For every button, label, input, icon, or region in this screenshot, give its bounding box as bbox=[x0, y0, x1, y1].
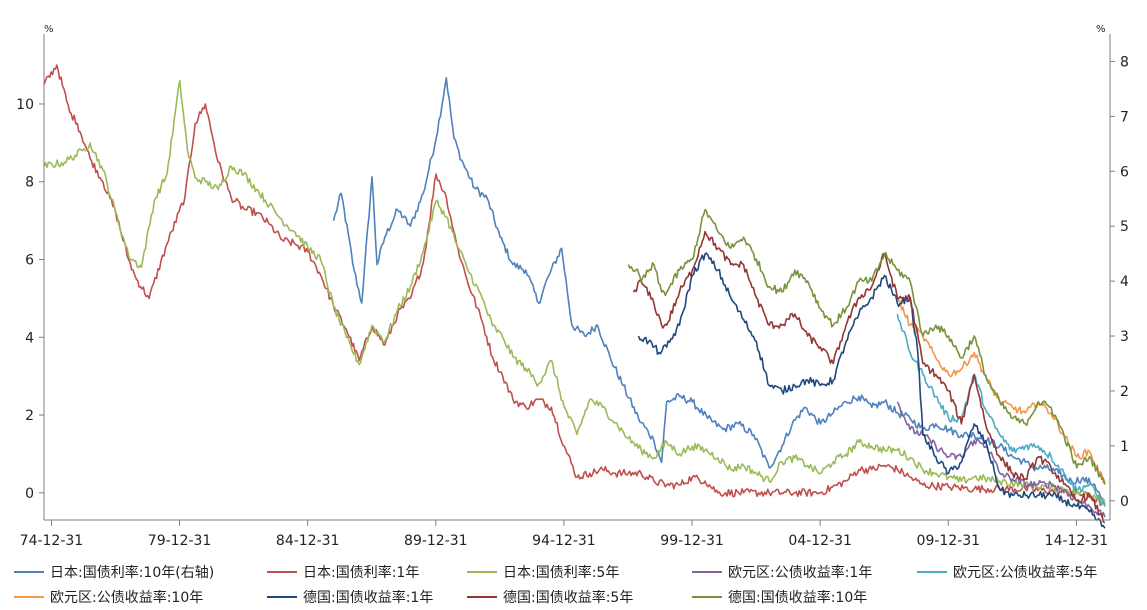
series-line bbox=[896, 401, 1106, 518]
legend-swatch bbox=[692, 596, 722, 598]
left-axis-ticks: 0 2 4 6 8 10 bbox=[16, 97, 44, 502]
legend-item: 德国:国债收益率:10年 bbox=[692, 587, 867, 607]
legend-swatch bbox=[14, 596, 44, 598]
series-line bbox=[896, 297, 1106, 485]
legend-label: 日本:国债利率:5年 bbox=[503, 565, 620, 581]
series-line bbox=[43, 79, 1106, 504]
right-tick-label: 6 bbox=[1120, 164, 1129, 180]
series-line bbox=[332, 77, 1106, 507]
legend-item: 欧元区:公债收益率:5年 bbox=[917, 562, 1097, 582]
x-tick-label: 99-12-31 bbox=[660, 533, 724, 549]
left-tick-label: 2 bbox=[25, 408, 34, 424]
legend-item: 日本:国债利率:5年 bbox=[467, 562, 619, 582]
legend-item: 日本:国债利率:1年 bbox=[267, 562, 419, 582]
chart-legend: 日本:国债利率:10年(右轴) 日本:国债利率:1年 日本:国债利率:5年 欧元区:公… bbox=[14, 562, 1144, 610]
legend-item: 欧元区:公债收益率:10年 bbox=[14, 587, 203, 607]
right-tick-label: 5 bbox=[1120, 219, 1129, 235]
right-tick-label: 4 bbox=[1120, 274, 1129, 290]
series-line bbox=[43, 64, 1106, 507]
chart-plot: 0 2 4 6 8 10 0 1 2 3 4 5 6 7 8 74-12-31 79-12-31 84-12-… bbox=[16, 24, 1129, 549]
right-tick-label: 3 bbox=[1120, 329, 1129, 345]
legend-label: 日本:国债利率:10年(右轴) bbox=[50, 565, 215, 581]
left-tick-label: 4 bbox=[25, 330, 34, 346]
legend-item: 日本:国债利率:10年(右轴) bbox=[14, 562, 214, 582]
legend-swatch bbox=[267, 571, 297, 573]
series-layer bbox=[43, 64, 1106, 529]
legend-swatch bbox=[692, 571, 722, 573]
right-axis-ticks: 0 1 2 3 4 5 6 7 8 bbox=[1110, 54, 1129, 510]
legend-item: 欧元区:公债收益率:1年 bbox=[692, 562, 872, 582]
x-tick-label: 79-12-31 bbox=[148, 533, 212, 549]
right-tick-label: 7 bbox=[1120, 109, 1129, 125]
series-line bbox=[896, 313, 1106, 507]
legend-item: 德国:国债收益率:1年 bbox=[267, 587, 433, 607]
legend-swatch bbox=[14, 571, 44, 573]
x-tick-label: 09-12-31 bbox=[917, 533, 981, 549]
legend-label: 欧元区:公债收益率:10年 bbox=[50, 590, 204, 606]
legend-label: 欧元区:公债收益率:1年 bbox=[728, 565, 873, 581]
x-tick-label: 04-12-31 bbox=[788, 533, 852, 549]
legend-item: 德国:国债收益率:5年 bbox=[467, 587, 633, 607]
x-tick-label: 89-12-31 bbox=[404, 533, 468, 549]
legend-swatch bbox=[467, 571, 497, 573]
right-axis-unit: % bbox=[1096, 24, 1106, 35]
legend-swatch bbox=[917, 571, 947, 573]
series-line bbox=[637, 252, 1106, 529]
series-line bbox=[632, 230, 1106, 524]
left-tick-label: 6 bbox=[25, 253, 34, 269]
legend-label: 欧元区:公债收益率:5年 bbox=[953, 565, 1098, 581]
x-tick-label: 14-12-31 bbox=[1045, 533, 1109, 549]
x-axis-ticks: 74-12-31 79-12-31 84-12-31 89-12-31 94-12-31… bbox=[20, 520, 1109, 549]
right-tick-label: 2 bbox=[1120, 384, 1129, 400]
x-tick-label: 94-12-31 bbox=[532, 533, 596, 549]
left-tick-label: 10 bbox=[16, 97, 34, 113]
left-tick-label: 8 bbox=[25, 175, 34, 191]
right-tick-label: 8 bbox=[1120, 54, 1129, 70]
left-tick-label: 0 bbox=[25, 486, 34, 502]
x-tick-label: 84-12-31 bbox=[276, 533, 340, 549]
legend-label: 日本:国债利率:1年 bbox=[303, 565, 420, 581]
series-line bbox=[627, 208, 1106, 485]
x-tick-label: 74-12-31 bbox=[20, 533, 84, 549]
right-tick-label: 0 bbox=[1120, 494, 1129, 510]
legend-swatch bbox=[467, 596, 497, 598]
left-axis-unit: % bbox=[44, 24, 54, 35]
legend-label: 德国:国债收益率:10年 bbox=[728, 590, 868, 606]
legend-label: 德国:国债收益率:1年 bbox=[303, 590, 434, 606]
legend-swatch bbox=[267, 596, 297, 598]
legend-label: 德国:国债收益率:5年 bbox=[503, 590, 634, 606]
right-tick-label: 1 bbox=[1120, 439, 1129, 455]
